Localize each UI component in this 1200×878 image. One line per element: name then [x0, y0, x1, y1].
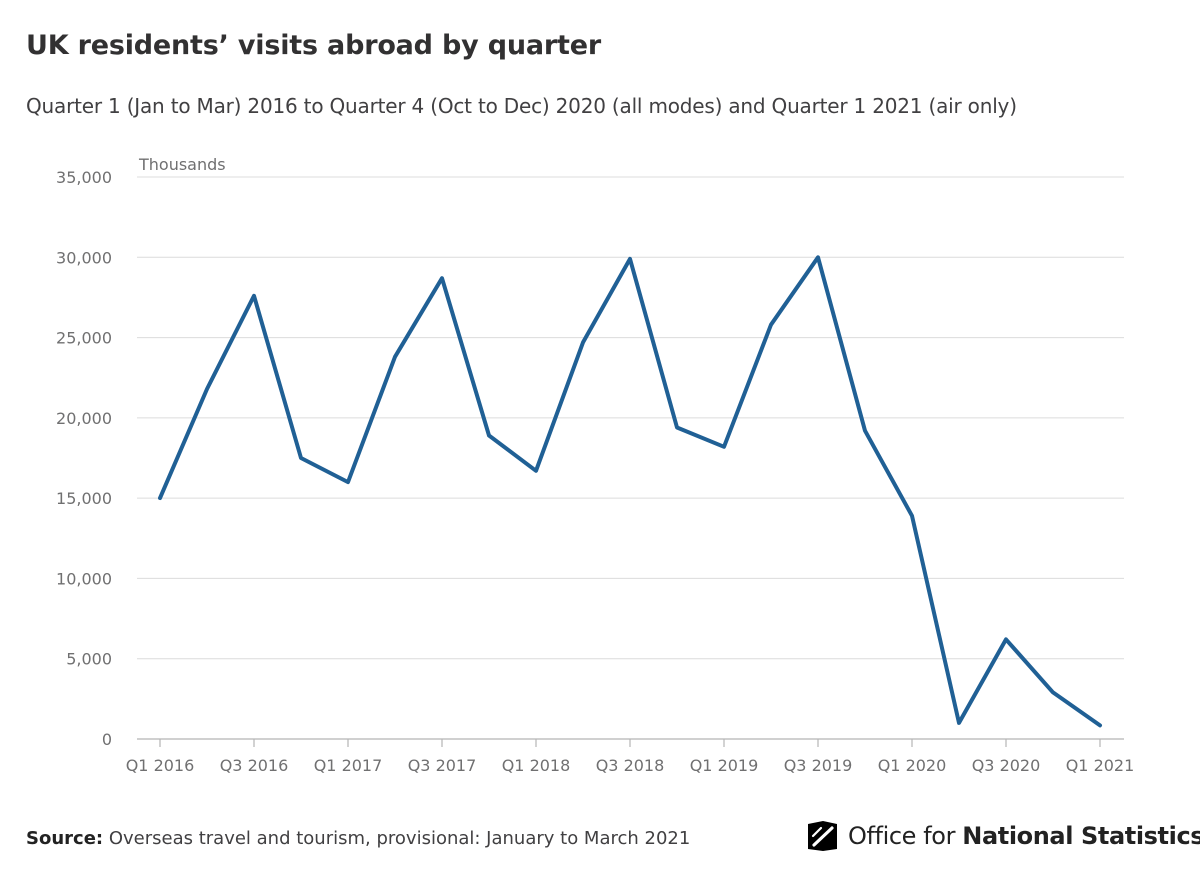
data-point	[675, 425, 679, 429]
y-tick-label: 15,000	[56, 489, 112, 508]
data-point	[440, 276, 444, 280]
x-tick-label: Q1 2020	[878, 756, 947, 775]
source-label: Source:	[26, 828, 104, 849]
data-point	[628, 257, 632, 261]
data-point	[487, 434, 491, 438]
data-point	[816, 255, 820, 259]
ons-logo: Office for National Statistics	[806, 818, 1200, 854]
data-point	[393, 355, 397, 359]
ons-logo-icon	[808, 821, 837, 851]
data-point	[957, 721, 961, 725]
source-note: Source: Overseas travel and tourism, pro…	[26, 828, 690, 849]
y-tick-label: 10,000	[56, 569, 112, 588]
x-tick-label: Q3 2016	[220, 756, 289, 775]
ons-logo-text-bold: National Statistics	[962, 822, 1200, 850]
x-tick-label: Q3 2020	[972, 756, 1041, 775]
data-point	[722, 445, 726, 449]
data-point	[299, 456, 303, 460]
data-point	[910, 514, 914, 518]
data-point	[158, 496, 162, 500]
data-point	[1098, 723, 1102, 727]
series-group	[158, 255, 1102, 728]
y-tick-label: 5,000	[66, 650, 112, 669]
data-point	[534, 469, 538, 473]
x-tick-label: Q1 2018	[502, 756, 571, 775]
data-point	[863, 429, 867, 433]
chart-title: UK residents’ visits abroad by quarter	[26, 30, 601, 61]
x-tick-label: Q1 2021	[1066, 756, 1135, 775]
data-point	[346, 480, 350, 484]
x-tick-label: Q1 2016	[126, 756, 195, 775]
data-point	[1051, 690, 1055, 694]
series-line	[158, 255, 1102, 728]
ons-logo-text: Office for National Statistics	[848, 822, 1200, 850]
data-point	[205, 387, 209, 391]
y-tick-label: 0	[102, 730, 112, 749]
line-chart: 0 5,000 10,000 15,000 20,000 25,000 30,000 35,0…	[56, 155, 1135, 775]
data-point	[252, 294, 256, 298]
x-tick-label: Q1 2017	[314, 756, 383, 775]
y-tick-label: 35,000	[56, 168, 112, 187]
data-point	[769, 323, 773, 327]
x-tick-label: Q3 2019	[784, 756, 853, 775]
x-tick-label: Q1 2019	[690, 756, 759, 775]
y-tick-label: 25,000	[56, 329, 112, 348]
ons-logo-text-prefix: Office for	[848, 822, 963, 850]
data-point	[1004, 637, 1008, 641]
chart-subtitle: Quarter 1 (Jan to Mar) 2016 to Quarter 4…	[26, 94, 1017, 118]
x-tick-label: Q3 2017	[408, 756, 477, 775]
y-tick-label: 30,000	[56, 248, 112, 267]
x-axis: Q1 2016 Q3 2016 Q1 2017 Q3 2017 Q1 2018 Q3 20…	[126, 738, 1135, 775]
y-tick-label: 20,000	[56, 409, 112, 428]
source-text: Overseas travel and tourism, provisional…	[103, 828, 691, 849]
data-point	[581, 340, 585, 344]
gridlines	[137, 176, 1124, 660]
x-tick-label: Q3 2018	[596, 756, 665, 775]
y-axis: 0 5,000 10,000 15,000 20,000 25,000 30,000 35,0…	[56, 168, 112, 749]
y-axis-unit-label: Thousands	[138, 155, 226, 174]
